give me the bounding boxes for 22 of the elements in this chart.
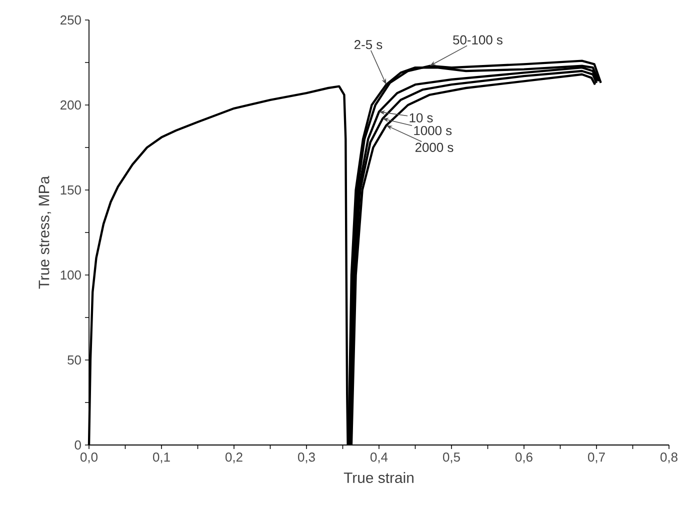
y-tick-label: 50 [68,355,81,365]
x-tick-label: 0,7 [588,452,605,464]
x-tick-label: 0,1 [153,452,170,464]
x-tick-label: 0,3 [298,452,315,464]
annotation: 2-5 s [354,40,382,50]
y-tick-label: 200 [60,100,81,110]
y-tick-label: 100 [60,270,81,280]
y-tick-label: 0 [74,440,81,450]
annotation: 50-100 s [453,35,502,44]
x-tick-label: 0,6 [515,452,532,464]
annotation: 10 s [410,113,433,122]
x-tick-label: 0,0 [80,452,98,464]
x-axis-title: True strain [344,472,414,484]
x-tick-label: 0,5 [443,452,460,464]
y-tick-label: 150 [60,185,81,195]
y-axis-title: True stress, MPa [38,176,52,289]
x-tick-label: 0,8 [660,452,678,464]
x-tick-label: 0,4 [370,452,388,464]
x-tick-label: 0,2 [226,452,242,464]
y-tick-label: 250 [60,15,81,25]
annotation: 2000 s [415,142,454,152]
annotation: 1000 s [414,126,452,136]
